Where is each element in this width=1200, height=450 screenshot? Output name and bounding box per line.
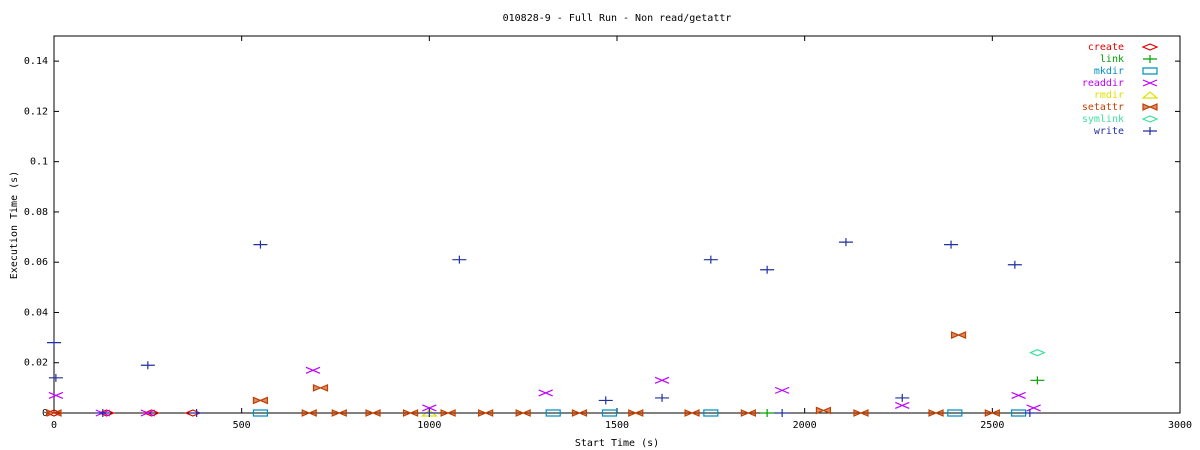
legend-label: link [1100,54,1124,65]
data-point [895,393,910,402]
data-point [189,409,204,417]
data-point [252,396,269,405]
x-axis-label: Start Time (s) [575,438,659,449]
legend-marker [1143,55,1157,63]
data-point [774,386,790,394]
data-point [775,409,790,417]
data-point [1022,409,1037,417]
x-tick-label: 500 [233,420,251,431]
legend-marker [1141,115,1159,123]
legend-marker [1141,43,1159,51]
data-point [1030,376,1045,385]
legend-marker [1141,91,1159,99]
data-point [538,389,553,397]
data-point [312,383,329,392]
data-point [760,409,775,417]
data-point [545,409,561,417]
data-point [655,393,670,402]
legend-label: rmdir [1094,90,1124,101]
y-tick-label: 0.06 [24,257,48,268]
data-point [95,409,110,417]
y-tick-label: 0.02 [24,358,48,369]
data-point [947,409,963,417]
data-point [853,409,869,417]
data-point [98,409,116,417]
legend-label: write [1094,126,1124,137]
data-point [365,409,381,417]
data-point [654,376,670,384]
data-point [1028,349,1046,357]
data-point [301,409,317,417]
data-point [48,391,64,399]
data-point [515,409,531,417]
data-point [1011,409,1027,417]
data-point [252,409,269,417]
data-point [305,366,321,374]
data-point [1007,260,1022,269]
data-point [140,361,155,370]
legend-label: symlink [1082,114,1124,125]
x-tick-label: 1000 [417,420,441,431]
data-point [253,240,268,249]
data-point [422,404,437,412]
y-tick-label: 0.08 [24,207,48,218]
y-tick-label: 0.14 [24,56,48,67]
data-point [760,265,775,274]
data-point [1011,391,1026,399]
y-tick-label: 0.04 [24,307,48,318]
legend-label: create [1088,42,1124,53]
y-tick-label: 0.1 [30,157,48,168]
data-point [815,406,832,415]
chart-title: 010828-9 - Full Run - Non read/getattr [503,13,732,24]
legend-marker [1142,79,1158,87]
data-point [928,409,944,417]
data-point [838,238,853,247]
data-point [984,409,1000,417]
legend-label: setattr [1082,102,1124,113]
legend-label: readdir [1082,78,1124,89]
data-point [628,409,644,417]
data-point [703,255,718,264]
data-point [478,409,494,417]
data-point [140,409,156,417]
data-point [684,409,700,417]
data-point [601,409,618,417]
y-tick-label: 0 [42,408,48,419]
data-point [143,409,161,417]
data-point [944,240,959,249]
data-point [740,409,756,417]
x-tick-label: 2000 [793,420,817,431]
data-point [46,409,62,417]
data-point [402,409,419,417]
data-point [950,331,967,339]
data-point [440,409,456,417]
legend-marker [1143,127,1157,135]
data-point [895,401,910,410]
data-point [47,338,61,347]
data-point [703,409,719,417]
plot-frame [53,35,1181,414]
data-point [452,255,467,264]
x-tick-label: 3000 [1168,420,1192,431]
data-point [422,409,437,417]
y-axis-label: Execution Time (s) [9,171,20,279]
y-tick-label: 0.12 [24,106,48,117]
legend-marker [1142,67,1158,75]
data-point [1026,404,1041,412]
x-tick-label: 0 [51,420,57,431]
data-point [331,409,347,417]
data-point [598,396,613,405]
x-tick-label: 2500 [980,420,1004,431]
x-tick-label: 1500 [605,420,629,431]
legend-label: mkdir [1094,66,1124,77]
legend-marker [1142,103,1158,111]
data-point [48,373,63,382]
data-point [571,409,588,417]
